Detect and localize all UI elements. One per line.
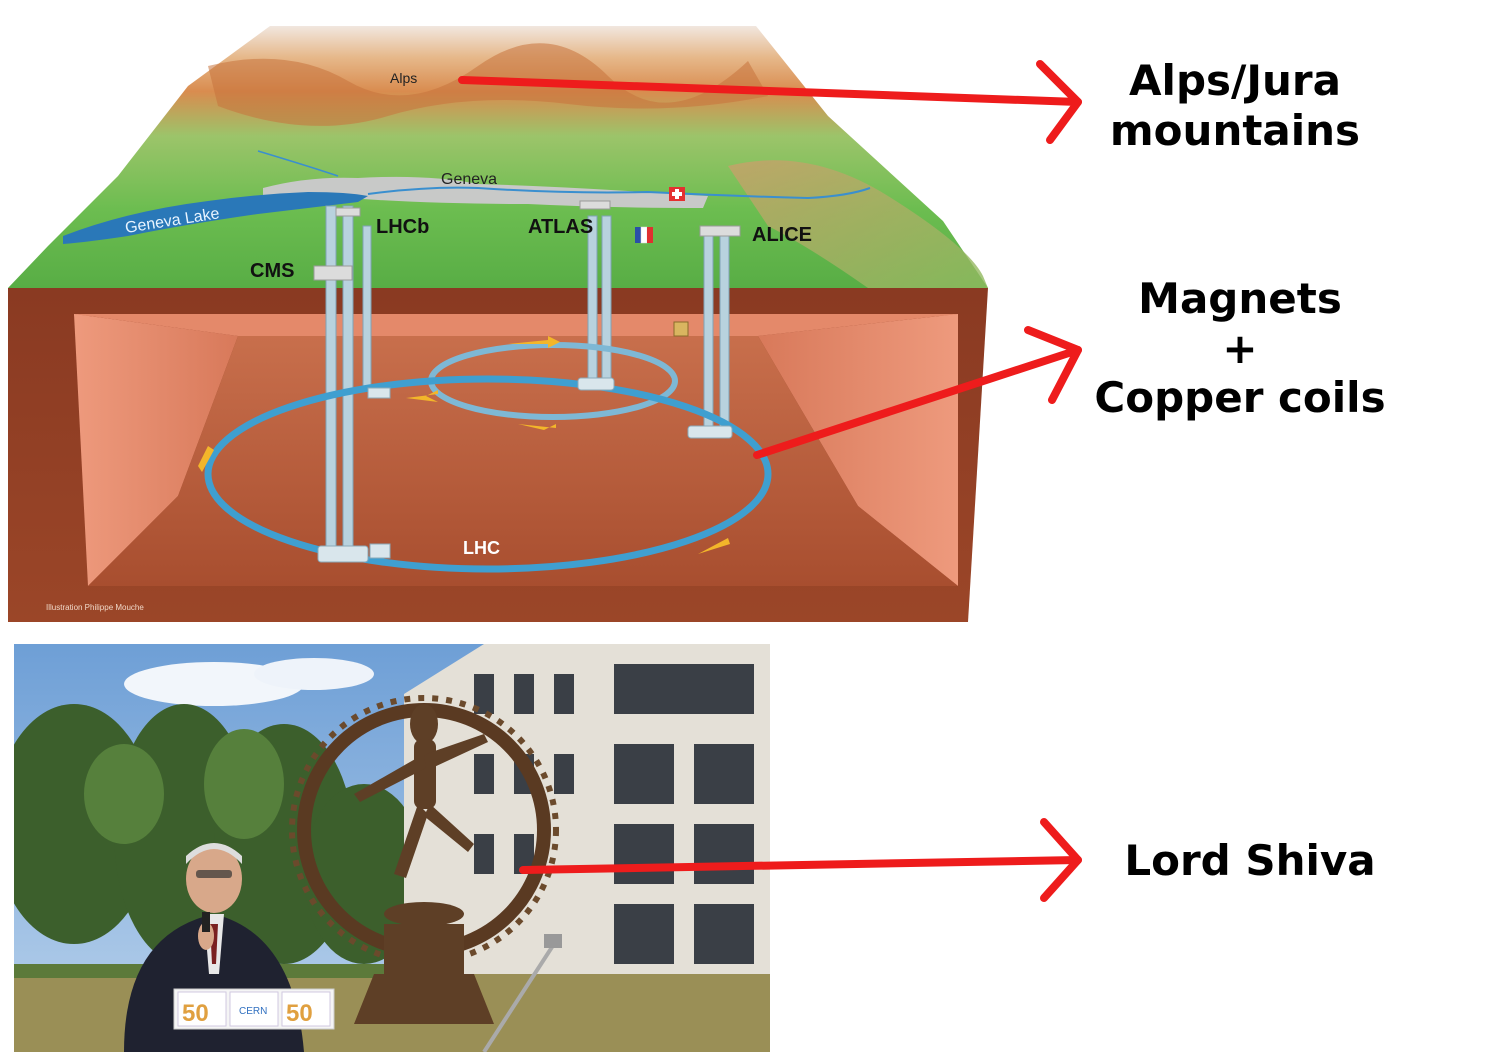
small-cube — [673, 321, 689, 337]
label-atlas: ATLAS — [528, 216, 593, 238]
building-windows — [474, 664, 754, 964]
geneva-lake — [63, 192, 368, 244]
shiva-photo-svg: 50 CERN 50 — [14, 644, 770, 1052]
geneva-city — [263, 176, 708, 208]
podium: 50 CERN 50 — [173, 988, 335, 1030]
label-alps: Alps — [390, 70, 417, 86]
illustration-credit: Illustration Philippe Mouche — [46, 603, 144, 612]
detector-shafts — [325, 205, 730, 557]
french-flag-icon — [635, 226, 653, 244]
label-lhcb: LHCb — [376, 216, 429, 238]
cave-left-wall — [74, 314, 238, 586]
detector-caverns — [317, 377, 733, 563]
cern-50-logo-1: 50 — [182, 1000, 209, 1027]
cern-logo-2: CERN — [239, 1006, 267, 1017]
annotation-lord-shiva: Lord Shiva — [1100, 836, 1400, 886]
nataraja-statue — [354, 704, 494, 1024]
arrow-magnets — [753, 326, 1082, 459]
cave-ceiling-band — [74, 314, 958, 336]
lhc-illustration: Alps Geneva Geneva Lake LHCb ATLAS ALICE… — [8, 26, 988, 622]
annotation-magnets-line1: Magnets — [1138, 274, 1342, 323]
label-cms: CMS — [250, 260, 294, 282]
annotation-magnets-line2: + — [1222, 323, 1258, 373]
label-geneva: Geneva — [441, 171, 497, 188]
annotation-shiva-text: Lord Shiva — [1124, 836, 1376, 885]
arrow-shiva — [519, 818, 1082, 902]
jura-ridges — [728, 160, 988, 288]
annotation-alps-jura: Alps/Jura mountains — [1090, 56, 1380, 155]
label-alice: ALICE — [752, 224, 812, 246]
beam-arrows — [198, 336, 730, 554]
rhone-river — [367, 186, 871, 200]
lhc-ring — [204, 375, 772, 573]
lhc-diagram-svg: Alps Geneva Geneva Lake LHCb ATLAS ALICE… — [8, 26, 988, 622]
annotation-magnets: Magnets + Copper coils — [1070, 274, 1410, 423]
annotation-alps-line1: Alps/Jura — [1129, 56, 1341, 105]
annotation-alps-line2: mountains — [1109, 105, 1361, 155]
label-lhc: LHC — [463, 538, 500, 558]
shiva-photo: 50 CERN 50 — [14, 644, 770, 1052]
surface-buildings — [313, 200, 741, 281]
swiss-flag-icon — [669, 187, 685, 201]
cern-50-logo-3: 50 — [286, 1000, 313, 1027]
arrow-alps — [458, 60, 1082, 144]
mic-stand — [482, 942, 556, 1052]
cave-right-wall — [758, 314, 958, 586]
annotation-magnets-line3: Copper coils — [1094, 373, 1386, 423]
